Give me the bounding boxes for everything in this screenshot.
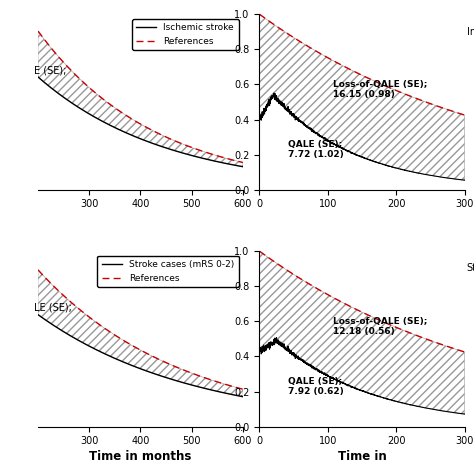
- Text: Intracer: Intracer: [466, 27, 474, 36]
- Text: LE (SE);: LE (SE);: [34, 302, 72, 312]
- Text: QALE (SE);
7.92 (0.62): QALE (SE); 7.92 (0.62): [288, 376, 344, 396]
- Text: Loss-of-QALE (SE);
16.15 (0.98): Loss-of-QALE (SE); 16.15 (0.98): [333, 80, 428, 100]
- X-axis label: Time in: Time in: [337, 450, 386, 464]
- Text: Loss-of-QALE (SE);
12.18 (0.56): Loss-of-QALE (SE); 12.18 (0.56): [333, 317, 428, 336]
- Text: Strok: Strok: [466, 264, 474, 273]
- Legend: Ischemic stroke, References: Ischemic stroke, References: [132, 19, 238, 50]
- Legend: Stroke cases (mRS 0-2), References: Stroke cases (mRS 0-2), References: [97, 255, 238, 287]
- Text: E (SE);: E (SE);: [34, 65, 66, 75]
- Text: QALE (SE);
7.72 (1.02): QALE (SE); 7.72 (1.02): [288, 140, 344, 159]
- X-axis label: Time in months: Time in months: [89, 450, 191, 464]
